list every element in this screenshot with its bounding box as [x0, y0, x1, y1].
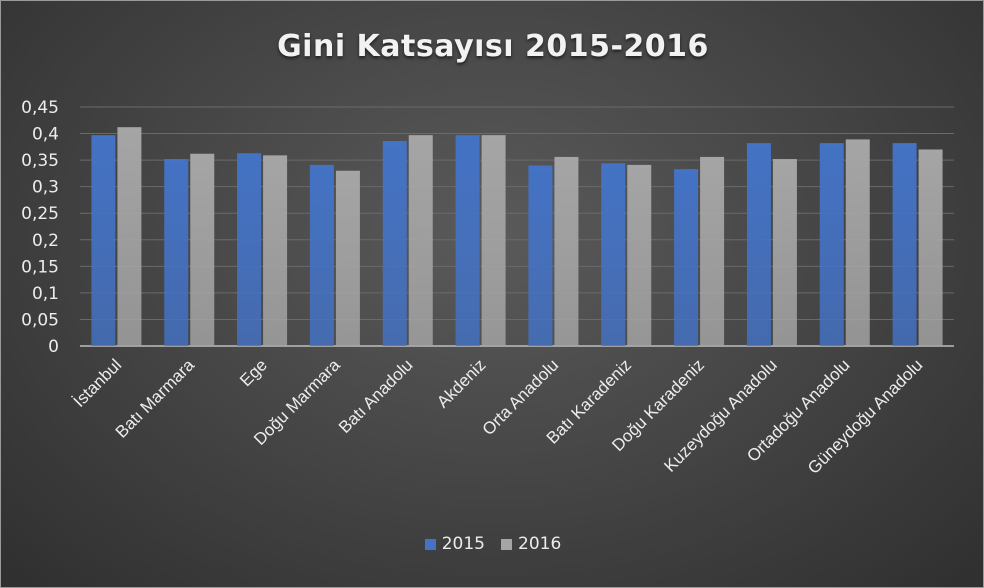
y-tick-label: 0,15: [21, 257, 59, 277]
y-tick-label: 0,35: [21, 151, 59, 171]
y-tick-label: 0,1: [32, 284, 59, 304]
bar-2016: [700, 156, 725, 346]
y-tick-label: 0: [48, 337, 59, 357]
legend-label-2015: 2015: [441, 534, 485, 554]
bar-2016: [263, 155, 288, 346]
bar-2016: [554, 156, 579, 346]
x-tick-label: Batı Marmara: [112, 355, 199, 442]
bar-2016: [845, 139, 870, 346]
chart-title: Gini Katsayısı 2015-2016: [277, 29, 709, 64]
bar-2016: [335, 170, 360, 346]
x-tick-label: Batı Anadolu: [335, 355, 417, 437]
bar-2016: [627, 164, 652, 346]
legend-label-2016: 2016: [518, 534, 562, 554]
bar-2015: [601, 163, 626, 346]
bar-2015: [892, 143, 917, 346]
x-tick-label: Akdeniz: [433, 355, 489, 411]
legend-swatch-2016: [501, 538, 512, 550]
bar-2016: [190, 153, 215, 346]
bar-2016: [481, 135, 506, 346]
bar-2016: [408, 135, 433, 346]
legend-item-2015: 2015: [424, 534, 485, 554]
bar-2015: [674, 169, 699, 346]
bar-2016: [772, 159, 797, 346]
bar-2016: [918, 149, 943, 346]
legend-swatch-2015: [424, 538, 436, 550]
bar-2015: [309, 164, 334, 346]
bar-2015: [455, 135, 480, 346]
y-tick-label: 0,3: [32, 178, 59, 198]
bar-2015: [237, 153, 262, 346]
y-tick-label: 0,45: [21, 98, 59, 118]
legend-item-2016: 2016: [501, 534, 561, 554]
y-tick-label: 0,4: [32, 125, 59, 145]
bar-2016: [117, 127, 142, 346]
bar-2015: [382, 140, 407, 346]
y-tick-label: 0,2: [32, 231, 59, 251]
bar-2015: [164, 159, 189, 346]
bar-2015: [528, 165, 553, 346]
y-tick-label: 0,25: [21, 204, 59, 224]
y-tick-label: 0,05: [21, 310, 59, 330]
bar-2015: [91, 135, 116, 346]
legend: 2015 2016: [1, 534, 983, 554]
x-tick-label: İstanbul: [70, 355, 126, 411]
bar-2015: [819, 143, 844, 346]
bar-2015: [746, 143, 771, 346]
x-tick-label: Ege: [236, 355, 271, 390]
